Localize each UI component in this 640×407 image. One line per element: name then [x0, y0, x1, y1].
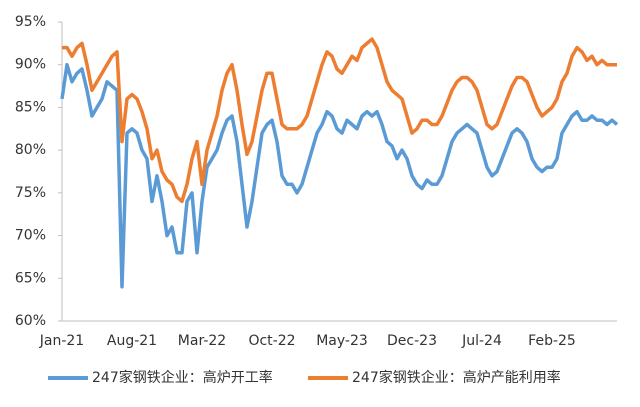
x-tick-label: Aug-21	[107, 333, 157, 349]
x-tick-label: Jan-21	[39, 333, 84, 349]
legend-label: 247家钢铁企业：高炉开工率	[92, 369, 273, 386]
x-tick-label: Oct-22	[248, 333, 295, 349]
y-tick-label: 95%	[15, 14, 46, 30]
legend-label: 247家钢铁企业：高炉产能利用率	[352, 369, 561, 386]
x-tick-label: Feb-25	[528, 333, 576, 349]
x-tick-label: Jul-24	[461, 333, 502, 349]
y-tick-label: 90%	[15, 57, 46, 73]
x-tick-label: Dec-23	[387, 333, 437, 349]
x-tick-label: Mar-22	[178, 333, 226, 349]
y-tick-label: 80%	[15, 142, 46, 158]
y-tick-label: 85%	[15, 99, 46, 115]
series-line	[62, 37, 617, 204]
y-tick-label: 75%	[15, 185, 46, 201]
series-line	[60, 62, 619, 289]
y-tick-label: 65%	[15, 270, 46, 286]
x-tick-label: May-23	[316, 333, 368, 349]
y-tick-label: 60%	[15, 313, 46, 329]
y-tick-label: 70%	[15, 228, 46, 244]
